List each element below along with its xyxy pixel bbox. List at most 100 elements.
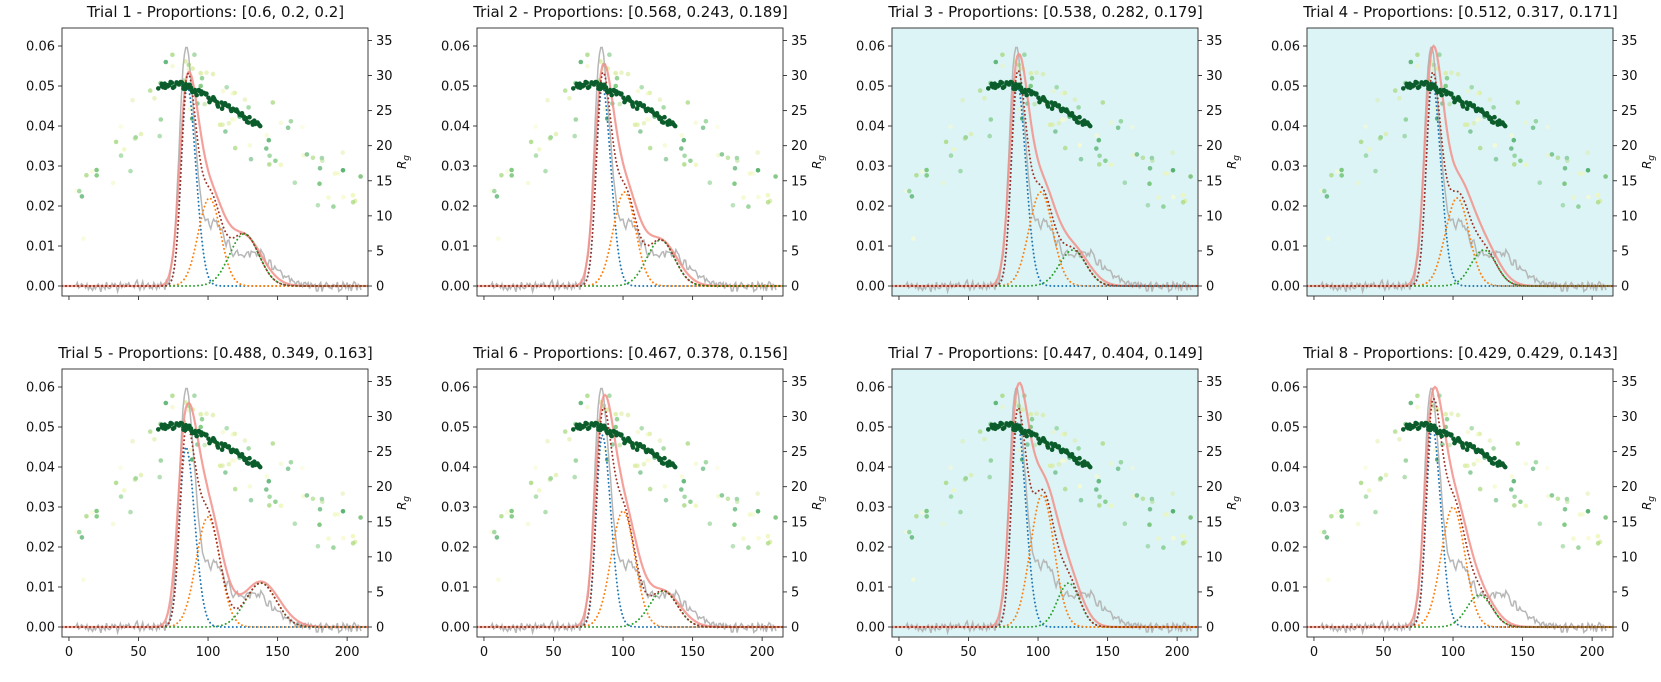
svg-text:10: 10 xyxy=(376,550,393,565)
subplot-title: Trial 1 - Proportions: [0.6, 0.2, 0.2] xyxy=(86,3,345,21)
svg-text:35: 35 xyxy=(376,375,393,390)
svg-text:0.00: 0.00 xyxy=(441,621,470,636)
svg-text:0.03: 0.03 xyxy=(1271,160,1300,175)
svg-text:35: 35 xyxy=(376,34,393,49)
svg-text:0.05: 0.05 xyxy=(1271,421,1300,436)
svg-text:200: 200 xyxy=(1165,645,1190,660)
svg-text:20: 20 xyxy=(791,139,808,154)
svg-text:0: 0 xyxy=(376,280,384,295)
svg-text:35: 35 xyxy=(1621,34,1638,49)
svg-text:Rg: Rg xyxy=(810,155,827,169)
svg-text:0.00: 0.00 xyxy=(26,280,55,295)
svg-text:10: 10 xyxy=(376,209,393,224)
svg-text:35: 35 xyxy=(791,375,808,390)
svg-text:0.02: 0.02 xyxy=(856,200,885,215)
svg-text:Rg: Rg xyxy=(395,496,412,510)
svg-text:0.02: 0.02 xyxy=(856,541,885,556)
svg-text:200: 200 xyxy=(1580,645,1605,660)
svg-text:5: 5 xyxy=(791,585,799,600)
svg-text:10: 10 xyxy=(1621,209,1638,224)
svg-text:0.06: 0.06 xyxy=(1271,40,1300,55)
svg-text:15: 15 xyxy=(376,174,393,189)
svg-text:0.06: 0.06 xyxy=(26,40,55,55)
subplot-trial-2: Trial 2 - Proportions: [0.568, 0.243, 0.… xyxy=(415,0,830,341)
svg-text:25: 25 xyxy=(1206,104,1223,119)
svg-text:Rg: Rg xyxy=(1640,155,1657,169)
svg-text:0.00: 0.00 xyxy=(1271,621,1300,636)
svg-text:15: 15 xyxy=(1206,174,1223,189)
svg-text:0.04: 0.04 xyxy=(26,461,55,476)
svg-text:200: 200 xyxy=(750,645,775,660)
plot-canvas-trial-1: 0.00 0.01 0.02 0.03 0.04 0.05 0.06 0 5 10 15 20 25 30… xyxy=(26,27,412,300)
svg-text:20: 20 xyxy=(1621,139,1638,154)
svg-text:100: 100 xyxy=(611,645,636,660)
svg-text:0.03: 0.03 xyxy=(856,160,885,175)
svg-text:0.01: 0.01 xyxy=(26,581,55,596)
svg-text:30: 30 xyxy=(791,69,808,84)
svg-text:100: 100 xyxy=(196,645,221,660)
svg-text:35: 35 xyxy=(1621,375,1638,390)
svg-text:200: 200 xyxy=(335,645,360,660)
svg-text:25: 25 xyxy=(1621,104,1638,119)
svg-text:0.04: 0.04 xyxy=(1271,461,1300,476)
svg-text:30: 30 xyxy=(376,410,393,425)
svg-text:30: 30 xyxy=(376,69,393,84)
svg-text:150: 150 xyxy=(265,645,290,660)
subplot-title: Trial 6 - Proportions: [0.467, 0.378, 0.… xyxy=(473,344,788,362)
svg-text:50: 50 xyxy=(1375,645,1392,660)
svg-text:150: 150 xyxy=(680,645,705,660)
svg-text:0.03: 0.03 xyxy=(1271,501,1300,516)
svg-text:10: 10 xyxy=(1206,550,1223,565)
subplot-trial-7: Trial 7 - Proportions: [0.447, 0.404, 0.… xyxy=(830,341,1245,682)
svg-text:50: 50 xyxy=(960,645,977,660)
svg-text:25: 25 xyxy=(1621,445,1638,460)
svg-text:0: 0 xyxy=(791,621,799,636)
svg-text:0.04: 0.04 xyxy=(856,120,885,135)
svg-text:0.03: 0.03 xyxy=(441,501,470,516)
svg-text:0.05: 0.05 xyxy=(441,80,470,95)
svg-text:0.04: 0.04 xyxy=(441,461,470,476)
svg-text:0.05: 0.05 xyxy=(856,80,885,95)
svg-text:0.06: 0.06 xyxy=(441,381,470,396)
svg-text:25: 25 xyxy=(1206,445,1223,460)
svg-text:0.02: 0.02 xyxy=(441,200,470,215)
svg-text:0.06: 0.06 xyxy=(856,40,885,55)
svg-text:20: 20 xyxy=(1621,480,1638,495)
svg-text:0: 0 xyxy=(1621,280,1629,295)
svg-text:0: 0 xyxy=(895,645,903,660)
svg-text:15: 15 xyxy=(1621,174,1638,189)
svg-text:0.05: 0.05 xyxy=(856,421,885,436)
svg-text:0.02: 0.02 xyxy=(441,541,470,556)
svg-text:50: 50 xyxy=(130,645,147,660)
svg-text:0.02: 0.02 xyxy=(26,200,55,215)
svg-text:0.03: 0.03 xyxy=(441,160,470,175)
svg-text:0.05: 0.05 xyxy=(26,421,55,436)
svg-text:15: 15 xyxy=(1206,515,1223,530)
svg-text:15: 15 xyxy=(376,515,393,530)
svg-text:30: 30 xyxy=(1206,69,1223,84)
svg-text:10: 10 xyxy=(791,550,808,565)
subplot-title: Trial 4 - Proportions: [0.512, 0.317, 0.… xyxy=(1303,3,1618,21)
svg-text:15: 15 xyxy=(1621,515,1638,530)
svg-text:100: 100 xyxy=(1026,645,1051,660)
svg-text:0.00: 0.00 xyxy=(856,280,885,295)
svg-text:20: 20 xyxy=(376,480,393,495)
svg-text:20: 20 xyxy=(376,139,393,154)
svg-text:20: 20 xyxy=(791,480,808,495)
svg-text:0.01: 0.01 xyxy=(856,240,885,255)
svg-text:0.05: 0.05 xyxy=(1271,80,1300,95)
svg-text:0.00: 0.00 xyxy=(856,621,885,636)
plot-canvas-trial-8: 0.00 0.01 0.02 0.03 0.04 0.05 0.06 0 5 10 15 20 25 30… xyxy=(1271,368,1657,660)
svg-text:0: 0 xyxy=(1310,645,1318,660)
plot-canvas-trial-4: 0.00 0.01 0.02 0.03 0.04 0.05 0.06 0 5 10 15 20 25 30… xyxy=(1271,27,1657,300)
subplot-trial-3: Trial 3 - Proportions: [0.538, 0.282, 0.… xyxy=(830,0,1245,341)
svg-text:Rg: Rg xyxy=(1225,496,1242,510)
svg-text:5: 5 xyxy=(376,585,384,600)
svg-text:Rg: Rg xyxy=(1640,496,1657,510)
svg-text:0.00: 0.00 xyxy=(1271,280,1300,295)
svg-text:0.01: 0.01 xyxy=(441,240,470,255)
svg-text:5: 5 xyxy=(1621,585,1629,600)
svg-text:0.00: 0.00 xyxy=(26,621,55,636)
subplot-trial-5: Trial 5 - Proportions: [0.488, 0.349, 0.… xyxy=(0,341,415,682)
